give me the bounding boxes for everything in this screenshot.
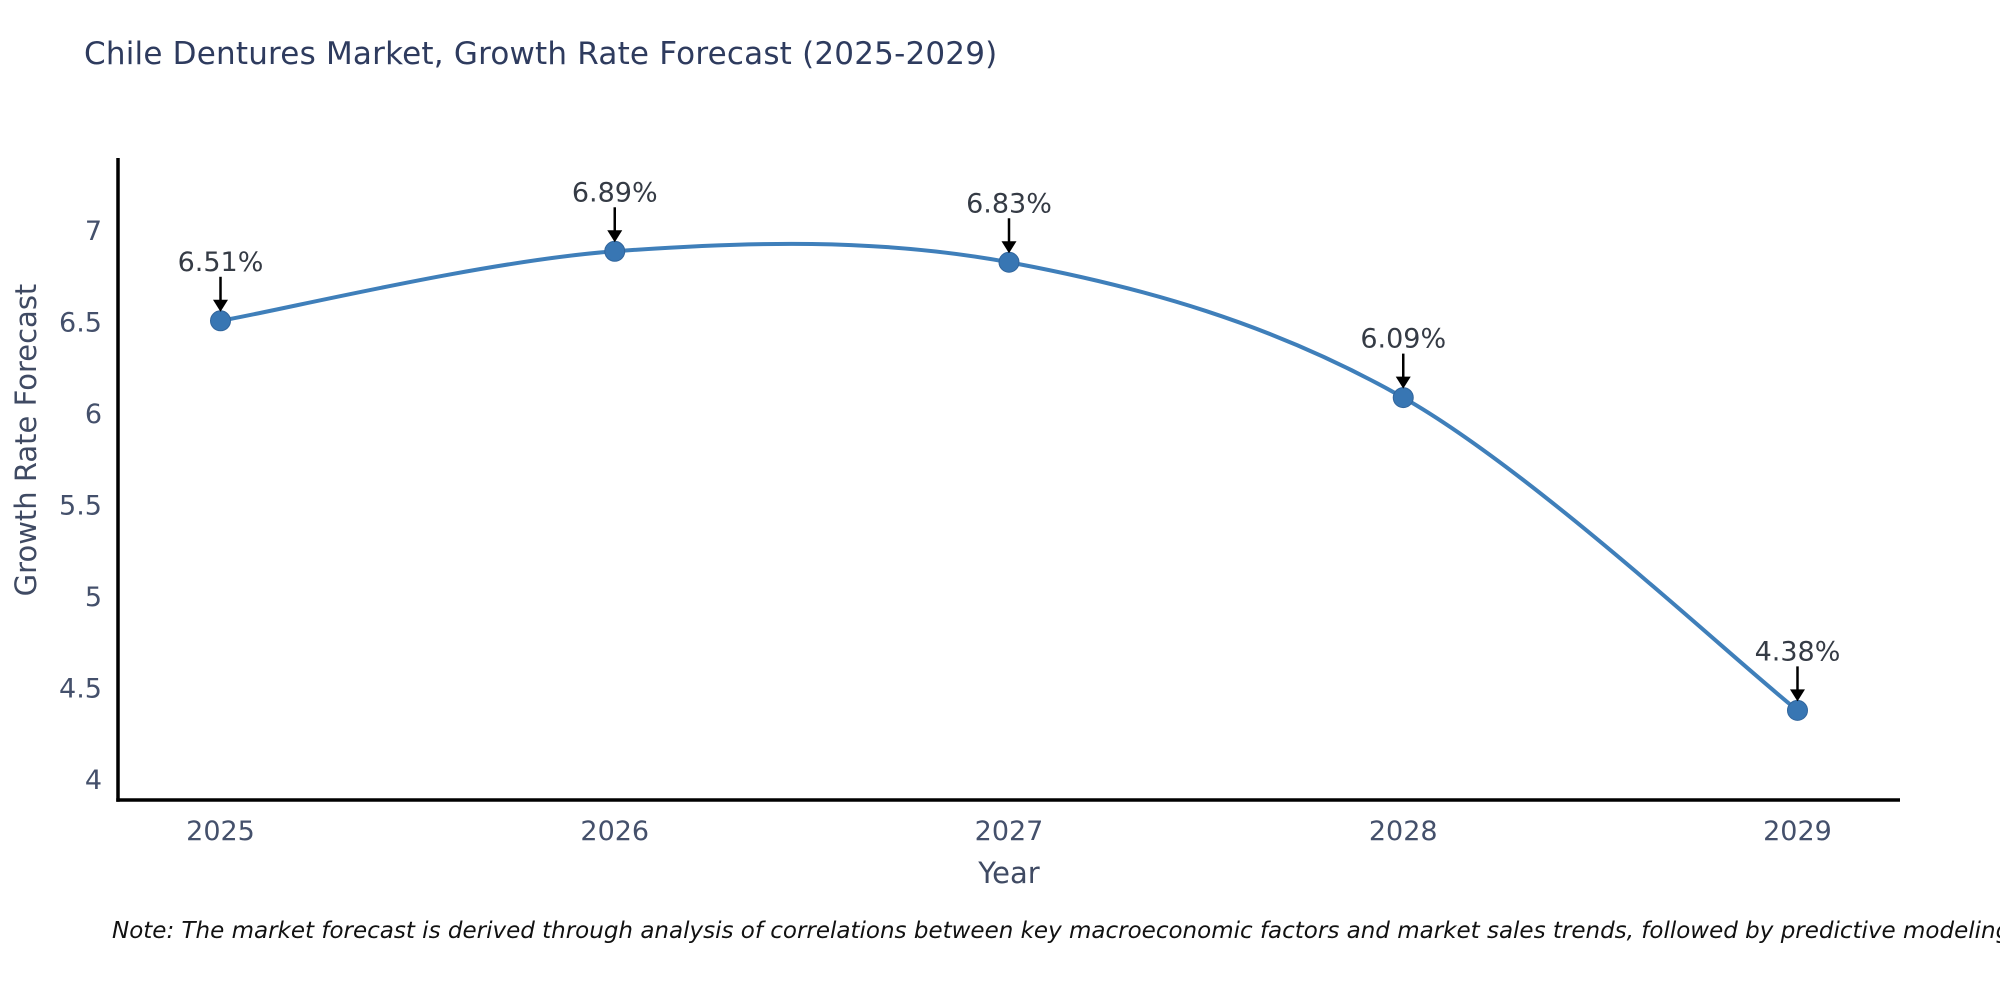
point-annotation-label: 6.83% (966, 188, 1052, 219)
x-tick-label: 2026 (580, 816, 649, 847)
line-series (218, 241, 1800, 713)
data-point-marker (998, 251, 1020, 273)
point-annotation-label: 6.09% (1360, 324, 1446, 355)
point-annotation-label: 6.51% (178, 247, 264, 278)
x-tick-label: 2025 (186, 816, 255, 847)
x-tick-label: 2029 (1763, 816, 1832, 847)
annotation-arrowhead-icon (1395, 376, 1411, 389)
annotation-arrowhead-icon (213, 299, 229, 312)
x-tick-label: 2028 (1369, 816, 1438, 847)
y-tick-label: 6 (85, 399, 102, 430)
x-axis-title: Year (978, 856, 1040, 890)
y-tick-label: 6.5 (59, 308, 102, 339)
y-tick-label: 4 (85, 765, 102, 796)
data-point-marker (604, 240, 626, 262)
annotation-arrowhead-icon (1789, 689, 1805, 702)
annotation-arrowhead-icon (1001, 241, 1017, 254)
point-annotation-label: 6.89% (572, 177, 658, 208)
x-tick-label: 2027 (975, 816, 1044, 847)
footnote: Note: The market forecast is derived thr… (112, 918, 2000, 944)
point-annotation-label: 4.38% (1755, 636, 1841, 667)
data-point-marker (210, 310, 232, 332)
y-tick-label: 5 (85, 582, 102, 613)
data-point-marker (1786, 699, 1808, 721)
chart-title: Chile Dentures Market, Growth Rate Forec… (84, 36, 998, 72)
y-tick-label: 7 (85, 216, 102, 247)
y-tick-label: 4.5 (59, 673, 102, 704)
y-axis-title: Growth Rate Forecast (9, 283, 43, 597)
data-point-marker (1392, 387, 1414, 409)
annotation-arrowhead-icon (607, 230, 623, 243)
y-tick-label: 5.5 (59, 491, 102, 522)
